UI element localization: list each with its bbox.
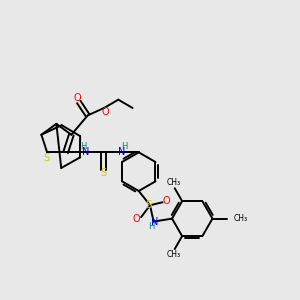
Text: H: H <box>148 222 154 231</box>
Text: CH₃: CH₃ <box>234 214 248 223</box>
Text: CH₃: CH₃ <box>166 178 180 188</box>
Text: H: H <box>80 142 87 152</box>
Text: O: O <box>74 94 81 103</box>
Text: N: N <box>151 217 158 226</box>
Text: N: N <box>118 147 125 157</box>
Text: O: O <box>163 196 170 206</box>
Text: H: H <box>121 142 127 152</box>
Text: S: S <box>146 200 152 210</box>
Text: S: S <box>100 168 107 178</box>
Text: O: O <box>133 214 140 224</box>
Text: N: N <box>82 147 89 157</box>
Text: S: S <box>44 153 50 163</box>
Text: CH₃: CH₃ <box>166 250 180 259</box>
Text: O: O <box>101 107 109 117</box>
